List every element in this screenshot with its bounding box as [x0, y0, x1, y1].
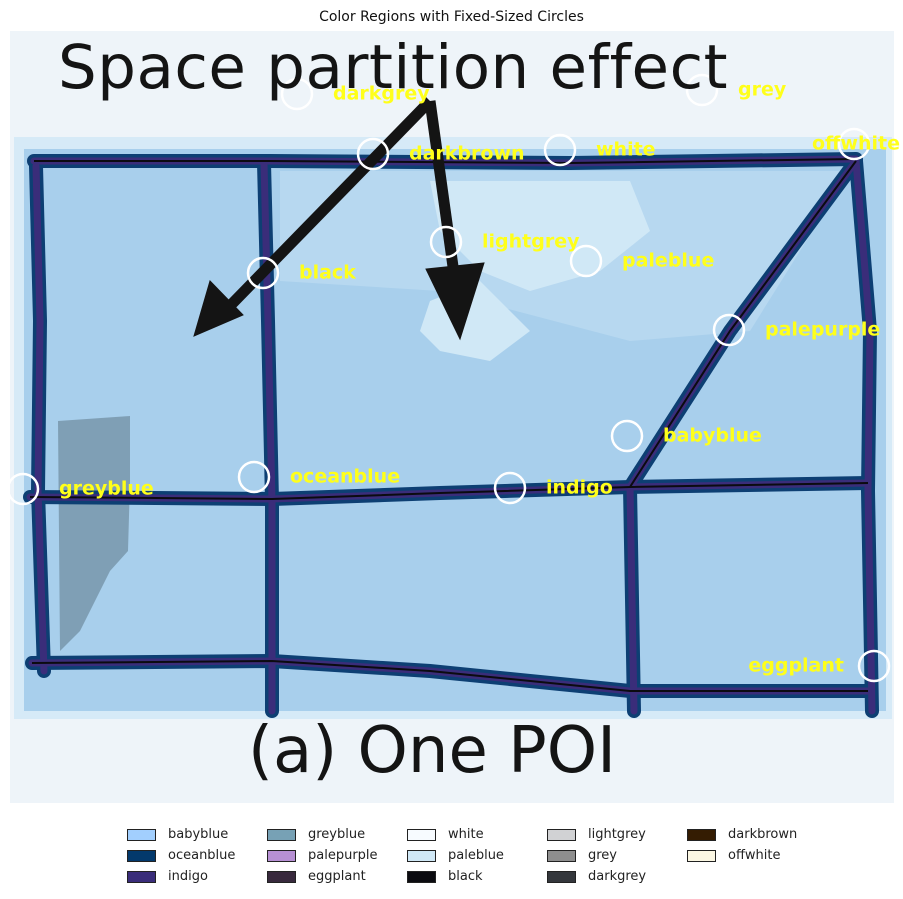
legend-swatch: [687, 849, 716, 862]
legend-label: greyblue: [308, 827, 366, 842]
legend-swatch: [127, 828, 156, 841]
legend-label: paleblue: [448, 848, 504, 863]
legend-item-palepurple: palepurple: [267, 845, 407, 866]
marker-circle-indigo: [493, 471, 527, 505]
legend-item-babyblue: babyblue: [127, 824, 267, 845]
plot-area: Space partition effect (a) One POI: [10, 31, 894, 803]
legend-label: indigo: [168, 869, 208, 884]
marker-label-eggplant: eggplant: [748, 654, 844, 677]
legend-item-eggplant: eggplant: [267, 866, 407, 887]
segmented-map-image: [10, 31, 894, 803]
marker-circle-eggplant: [857, 649, 891, 683]
legend: babyblue oceanblue indigo greyblue palepurpl…: [127, 824, 807, 887]
legend-label: lightgrey: [588, 827, 646, 842]
legend-swatch: [407, 870, 436, 883]
legend-item-indigo: indigo: [127, 866, 267, 887]
legend-item-offwhite: offwhite: [687, 845, 827, 866]
marker-circle-darkbrown: [356, 137, 390, 171]
marker-label-indigo: indigo: [546, 476, 613, 499]
marker-circle-babyblue: [610, 419, 644, 453]
marker-label-black: black: [299, 261, 356, 284]
marker-label-lightgrey: lightgrey: [482, 230, 580, 253]
legend-item-grey: grey: [547, 845, 687, 866]
figure-title: Color Regions with Fixed-Sized Circles: [319, 9, 584, 25]
legend-swatch: [687, 828, 716, 841]
legend-label: palepurple: [308, 848, 378, 863]
legend-swatch: [407, 828, 436, 841]
legend-label: eggplant: [308, 869, 366, 884]
legend-item-darkgrey: darkgrey: [547, 866, 687, 887]
legend-swatch: [127, 870, 156, 883]
legend-swatch: [267, 849, 296, 862]
marker-label-white: white: [596, 138, 656, 161]
marker-circle-paleblue: [569, 244, 603, 278]
marker-label-palepurple: palepurple: [765, 318, 881, 341]
marker-circle-grey: [685, 73, 719, 107]
marker-circle-lightgrey: [429, 225, 463, 259]
marker-circles: [10, 73, 891, 683]
legend-label: offwhite: [728, 848, 781, 863]
marker-label-babyblue: babyblue: [663, 424, 762, 447]
legend-label: oceanblue: [168, 848, 236, 863]
legend-swatch: [547, 828, 576, 841]
legend-item-oceanblue: oceanblue: [127, 845, 267, 866]
arrow-down: [424, 100, 485, 341]
marker-circle-offwhite: [837, 127, 871, 161]
marker-label-darkgrey: darkgrey: [333, 82, 430, 105]
legend-item-greyblue: greyblue: [267, 824, 407, 845]
legend-label: grey: [588, 848, 618, 863]
legend-label: black: [448, 869, 483, 884]
legend-item-black: black: [407, 866, 547, 887]
image-caption: (a) One POI: [248, 714, 616, 788]
legend-swatch: [267, 828, 296, 841]
legend-label: darkgrey: [588, 869, 647, 884]
marker-label-greyblue: greyblue: [59, 477, 154, 500]
legend-item-darkbrown: darkbrown: [687, 824, 827, 845]
legend-swatch: [407, 849, 436, 862]
legend-item-paleblue: paleblue: [407, 845, 547, 866]
marker-label-offwhite: offwhite: [811, 132, 900, 155]
marker-circle-oceanblue: [237, 460, 271, 494]
paleblue-blob: [430, 181, 650, 291]
marker-label-darkbrown: darkbrown: [409, 142, 525, 165]
marker-label-grey: grey: [738, 78, 787, 101]
legend-item-white: white: [407, 824, 547, 845]
image-heading: Space partition effect: [58, 32, 729, 103]
legend-swatch: [267, 870, 296, 883]
legend-label: darkbrown: [728, 827, 798, 842]
legend-swatch: [547, 870, 576, 883]
road-centerline: [29, 158, 869, 692]
greyblue-region: [58, 416, 130, 651]
legend-swatch: [127, 849, 156, 862]
marker-label-oceanblue: oceanblue: [290, 465, 401, 488]
legend-swatch: [547, 849, 576, 862]
legend-label: white: [448, 827, 484, 842]
marker-label-paleblue: paleblue: [622, 249, 715, 272]
legend-item-lightgrey: lightgrey: [547, 824, 687, 845]
marker-circle-greyblue: [10, 472, 40, 506]
marker-circle-palepurple: [712, 313, 746, 347]
legend-label: babyblue: [168, 827, 229, 842]
arrow-left: [193, 97, 434, 337]
marker-circle-white: [543, 133, 577, 167]
marker-circle-black: [246, 256, 280, 290]
marker-circle-darkgrey: [280, 77, 314, 111]
